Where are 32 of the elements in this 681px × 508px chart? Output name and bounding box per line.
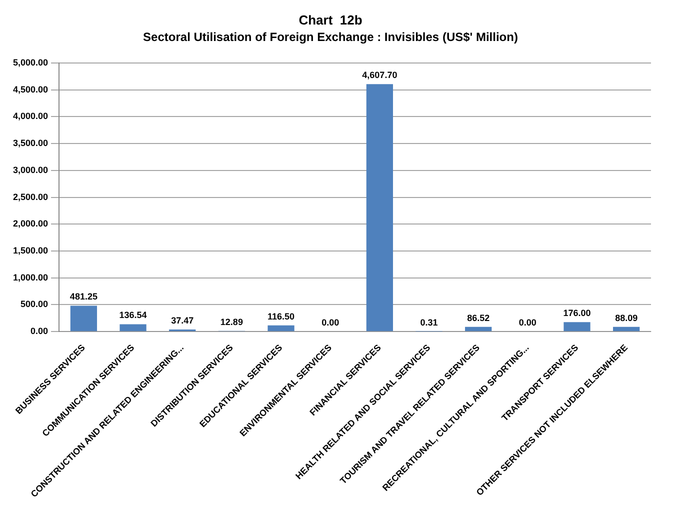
y-tick-label: 4,500.00	[12, 84, 48, 94]
bar	[564, 322, 590, 332]
data-label: 88.09	[615, 312, 638, 323]
y-tick-label: 3,500.00	[12, 138, 48, 148]
data-label: 116.50	[268, 311, 295, 322]
data-label: 0.31	[420, 318, 438, 328]
bar	[613, 326, 640, 332]
chart-subtitle: Sectoral Utilisation of Foreign Exchange : Invisibles (US$' Million)	[143, 30, 518, 44]
bar	[120, 324, 146, 332]
data-label: 481.25	[70, 292, 98, 302]
y-tick-label: 2,500.00	[12, 192, 48, 202]
y-tick-label: 500.00	[20, 299, 48, 310]
data-label: 12.89	[220, 316, 243, 327]
bar	[268, 325, 294, 332]
data-label: 4,607.70	[362, 70, 398, 80]
y-tick-label: 5,000.00	[12, 57, 48, 68]
bar	[366, 84, 393, 332]
data-label: 86.52	[467, 312, 490, 323]
y-tick-label: 1,500.00	[12, 245, 48, 256]
y-tick-label: 2,000.00	[12, 218, 48, 229]
y-tick-label: 0.00	[30, 326, 48, 336]
y-tick-label: 1,000.00	[12, 272, 48, 282]
bar	[70, 306, 98, 332]
data-label: 0.00	[322, 318, 340, 328]
y-tick-label: 3,000.00	[12, 164, 48, 175]
data-label: 136.54	[119, 310, 147, 320]
chart-title: Chart 12b	[298, 12, 362, 28]
y-tick-label: 4,000.00	[12, 111, 48, 122]
data-label: 0.00	[518, 318, 536, 328]
data-label: 176.00	[563, 308, 591, 318]
bar	[465, 326, 492, 332]
data-label: 37.47	[171, 316, 194, 326]
